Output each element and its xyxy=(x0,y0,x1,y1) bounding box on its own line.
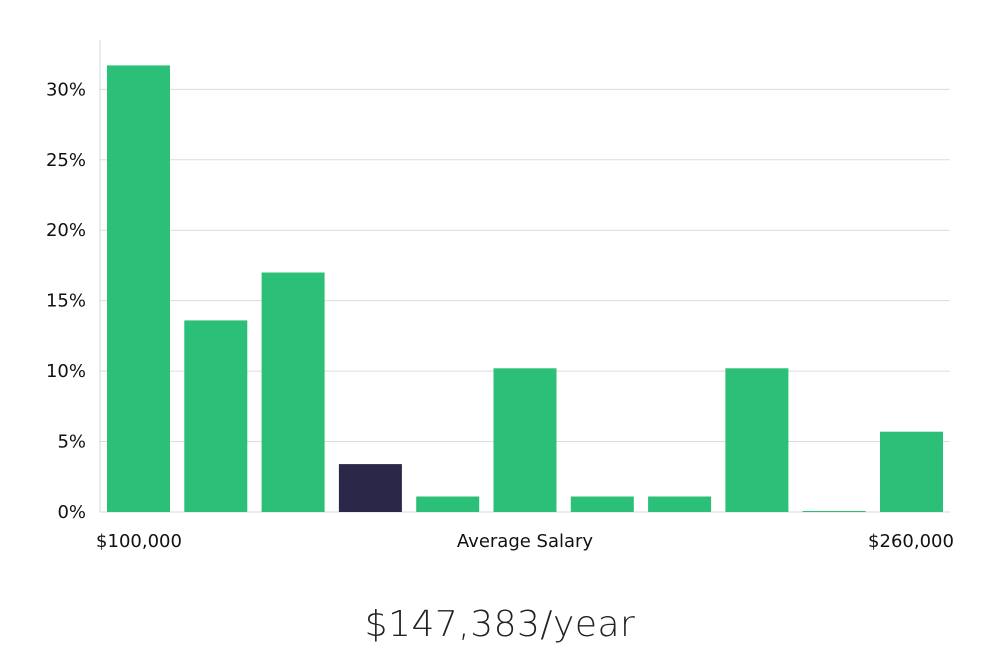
bar-highlighted xyxy=(338,464,402,512)
y-tick-label: 10% xyxy=(46,361,86,382)
bar xyxy=(107,65,170,513)
y-tick-label: 30% xyxy=(46,79,86,100)
y-tick-label: 15% xyxy=(46,291,86,312)
x-middle-label: Average Salary xyxy=(457,531,594,552)
y-tick-label: 5% xyxy=(57,432,86,453)
bar xyxy=(648,496,712,512)
y-tick-label: 25% xyxy=(46,150,86,171)
bar xyxy=(570,496,634,512)
bar xyxy=(184,320,248,512)
x-end-label: $260,000 xyxy=(868,531,954,552)
y-tick-label: 0% xyxy=(57,502,86,523)
y-tick-label: 20% xyxy=(46,220,86,241)
salary-histogram: 0% 5% 10% 15% 20% 25% 30% $100,000 Average Sal… xyxy=(46,40,954,552)
bar xyxy=(725,368,789,512)
bar xyxy=(261,272,325,512)
average-salary-value: $147,383/year xyxy=(364,604,636,645)
x-start-label: $100,000 xyxy=(96,531,182,552)
bars xyxy=(107,65,943,513)
bar xyxy=(493,368,557,512)
bar xyxy=(802,511,866,512)
y-axis-labels: 0% 5% 10% 15% 20% 25% 30% xyxy=(46,79,86,523)
bar xyxy=(880,431,943,512)
bar xyxy=(416,496,480,512)
